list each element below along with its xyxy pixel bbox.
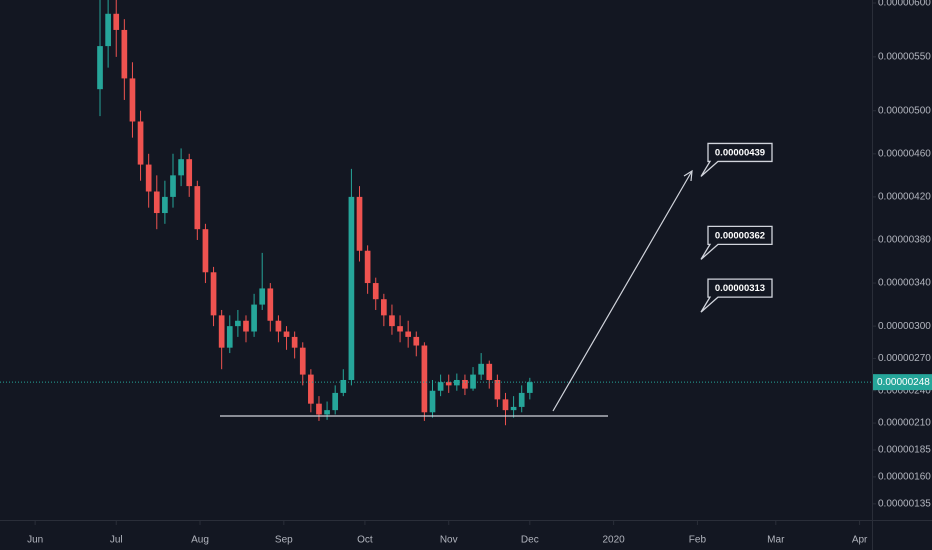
y-tick-label: 0.00000300 <box>878 321 931 332</box>
candle-body <box>364 250 371 284</box>
candle-body <box>186 159 193 187</box>
arrow-head <box>683 169 693 182</box>
candle-body <box>251 304 257 332</box>
candle-body <box>437 382 444 391</box>
x-tick-label: Apr <box>852 535 868 546</box>
candle-body <box>502 399 509 411</box>
axes: 0.00000600 0.00000550 0.00000500 0.00000460… <box>27 0 932 546</box>
candle-body <box>178 159 184 176</box>
candle-body <box>299 347 306 375</box>
candle-body <box>275 320 282 332</box>
x-tick-label: Dec <box>521 535 539 546</box>
x-tick-label: Jun <box>27 535 43 546</box>
x-tick-label: Jul <box>110 535 123 546</box>
candle-body <box>97 46 103 90</box>
candle-body <box>162 196 168 214</box>
callout-label: 0.00000439 <box>715 147 765 158</box>
candle-body <box>348 196 355 380</box>
candle-body <box>243 320 249 332</box>
trend-arrow <box>552 170 693 412</box>
candle-body <box>194 186 201 230</box>
y-tick-label: 0.00000420 <box>878 192 931 203</box>
candle-body <box>381 299 387 316</box>
callout-box <box>700 142 773 177</box>
candle-body <box>486 363 493 380</box>
candle-body <box>494 379 501 400</box>
candle-body <box>259 288 266 305</box>
candle-body <box>526 382 533 393</box>
y-tick-label: 0.00000185 <box>878 445 931 456</box>
candle-body <box>421 345 428 413</box>
candle-body <box>113 13 120 30</box>
candle-body <box>308 374 314 404</box>
y-tick-label: 0.00000210 <box>878 418 931 429</box>
candle-body <box>518 392 525 407</box>
candle-body <box>218 315 225 348</box>
callout-label: 0.00000313 <box>715 283 765 294</box>
candle-body <box>429 390 436 413</box>
plot-area: 0.00000439 0.00000362 0.00000313 <box>0 0 872 426</box>
y-tick-label: 0.00000160 <box>878 472 931 483</box>
y-tick-label: 0.00000460 <box>878 148 931 159</box>
candle-body <box>137 121 144 165</box>
candle-body <box>235 320 241 327</box>
y-tick-label: 0.00000600 <box>878 0 931 9</box>
candle-body <box>283 331 290 337</box>
y-tick-label: 0.00000380 <box>878 235 931 246</box>
y-tick-label: 0.00000550 <box>878 52 931 63</box>
candle-body <box>453 379 460 386</box>
candle-body <box>510 406 517 411</box>
x-tick-label: Nov <box>440 535 458 546</box>
candle-body <box>405 331 412 337</box>
x-tick-label: Mar <box>767 535 785 546</box>
candle-body <box>462 379 468 389</box>
candle-body <box>316 403 322 415</box>
x-tick-label: Oct <box>357 535 373 546</box>
last-price-box <box>873 374 932 391</box>
y-tick-label: 0.00000340 <box>878 278 931 289</box>
candle-body <box>413 336 420 346</box>
candle-body <box>372 283 379 300</box>
candle-body <box>397 326 403 332</box>
candle-body <box>267 288 274 321</box>
callout-box <box>700 278 773 313</box>
candle-body <box>340 379 347 393</box>
candle-body <box>145 164 152 192</box>
candle-body <box>470 374 476 389</box>
drawings <box>220 169 693 417</box>
candle-body <box>121 29 128 79</box>
candle-body <box>202 229 209 273</box>
candle-body <box>129 78 136 122</box>
candle-body <box>324 410 330 415</box>
candle-body <box>445 382 452 386</box>
candle-body <box>356 196 363 251</box>
candle-body <box>170 175 176 197</box>
candle-body <box>389 315 395 327</box>
y-tick-label: 0.00000135 <box>878 498 931 509</box>
x-tick-label: Sep <box>275 535 293 546</box>
last-price-label: 0.00000248 <box>877 377 930 388</box>
candle-body <box>105 13 111 47</box>
candle-body <box>332 392 339 411</box>
candle-body <box>478 363 484 375</box>
y-tick-label: 0.00000270 <box>878 353 931 364</box>
x-tick-label: 2020 <box>602 535 625 546</box>
candle-body <box>291 336 298 348</box>
y-tick-label: 0.00000240 <box>878 385 931 396</box>
callout-box <box>700 225 773 260</box>
candle-body <box>153 191 160 214</box>
x-tick-label: Aug <box>191 535 209 546</box>
callout-label: 0.00000362 <box>715 230 765 241</box>
y-tick-label: 0.00000500 <box>878 105 931 116</box>
x-tick-label: Feb <box>689 535 707 546</box>
candle-body <box>226 326 233 348</box>
candle-body <box>210 272 217 316</box>
